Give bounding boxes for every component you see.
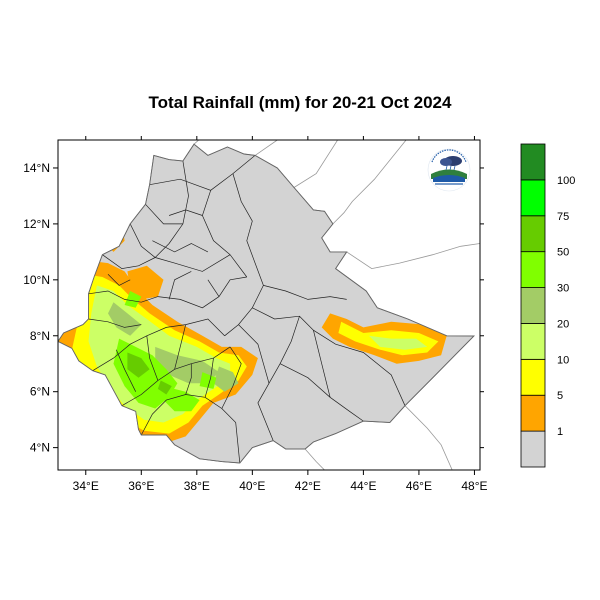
lat-tick-label: 14°N [23, 161, 50, 175]
rain-area [368, 335, 428, 350]
rain-area [127, 352, 150, 378]
rainfall-colorbar: 1 5 10 20 30 50 75 100 [520, 143, 575, 468]
colorbar-box [520, 143, 546, 181]
rain-area [124, 291, 142, 308]
colorbar-box [520, 323, 546, 360]
lon-tick-label: 44°E [350, 479, 376, 493]
rain-area [157, 380, 172, 395]
admin-boundaries [88, 155, 406, 464]
ethiopia-outline [58, 143, 475, 464]
lon-tick-label: 38°E [184, 479, 210, 493]
colorbar-label: 1 [557, 426, 563, 438]
colorbar-label: 30 [557, 283, 569, 295]
lat-tick-label: 4°N [30, 441, 50, 455]
rain-area [213, 366, 239, 392]
colorbar-box [520, 251, 546, 288]
map-frame [57, 139, 481, 471]
lat-tick-label: 6°N [30, 385, 50, 399]
map-title: Total Rainfall (mm) for 20-21 Oct 2024 [148, 93, 452, 112]
lon-tick-label: 34°E [73, 479, 99, 493]
lon-tick-label: 48°E [461, 479, 487, 493]
colorbar-box [520, 430, 546, 468]
colorbar-box [520, 179, 546, 217]
colorbar-label: 75 [557, 211, 569, 223]
lat-tick-label: 12°N [23, 217, 50, 231]
colorbar-box [520, 394, 546, 432]
colorbar-label: 20 [557, 318, 569, 330]
lon-tick-label: 46°E [406, 479, 432, 493]
lon-tick-label: 36°E [128, 479, 154, 493]
lat-tick-label: 8°N [30, 329, 50, 343]
longitude-axis: 34°E 36°E 38°E 40°E 42°E 44°E 46°E 48°E [73, 136, 488, 493]
lon-tick-label: 42°E [295, 479, 321, 493]
colorbar-label: 5 [557, 390, 563, 402]
colorbar-box [520, 358, 546, 396]
colorbar-label: 50 [557, 247, 569, 259]
lon-tick-label: 40°E [239, 479, 265, 493]
colorbar-box [520, 287, 546, 324]
colorbar-box [520, 215, 546, 253]
latitude-axis: 4°N 6°N 8°N 10°N 12°N 14°N [23, 161, 484, 455]
rain-area [108, 302, 142, 336]
colorbar-label: 10 [557, 354, 569, 366]
neighbour-country-borders [193, 140, 480, 470]
rain-area [199, 372, 217, 389]
rain-area [163, 386, 200, 412]
ethiopian-meteorology-institute-logo [427, 148, 471, 192]
colorbar-label: 100 [557, 175, 575, 187]
lat-tick-label: 10°N [23, 273, 50, 287]
rain-area [127, 265, 164, 300]
